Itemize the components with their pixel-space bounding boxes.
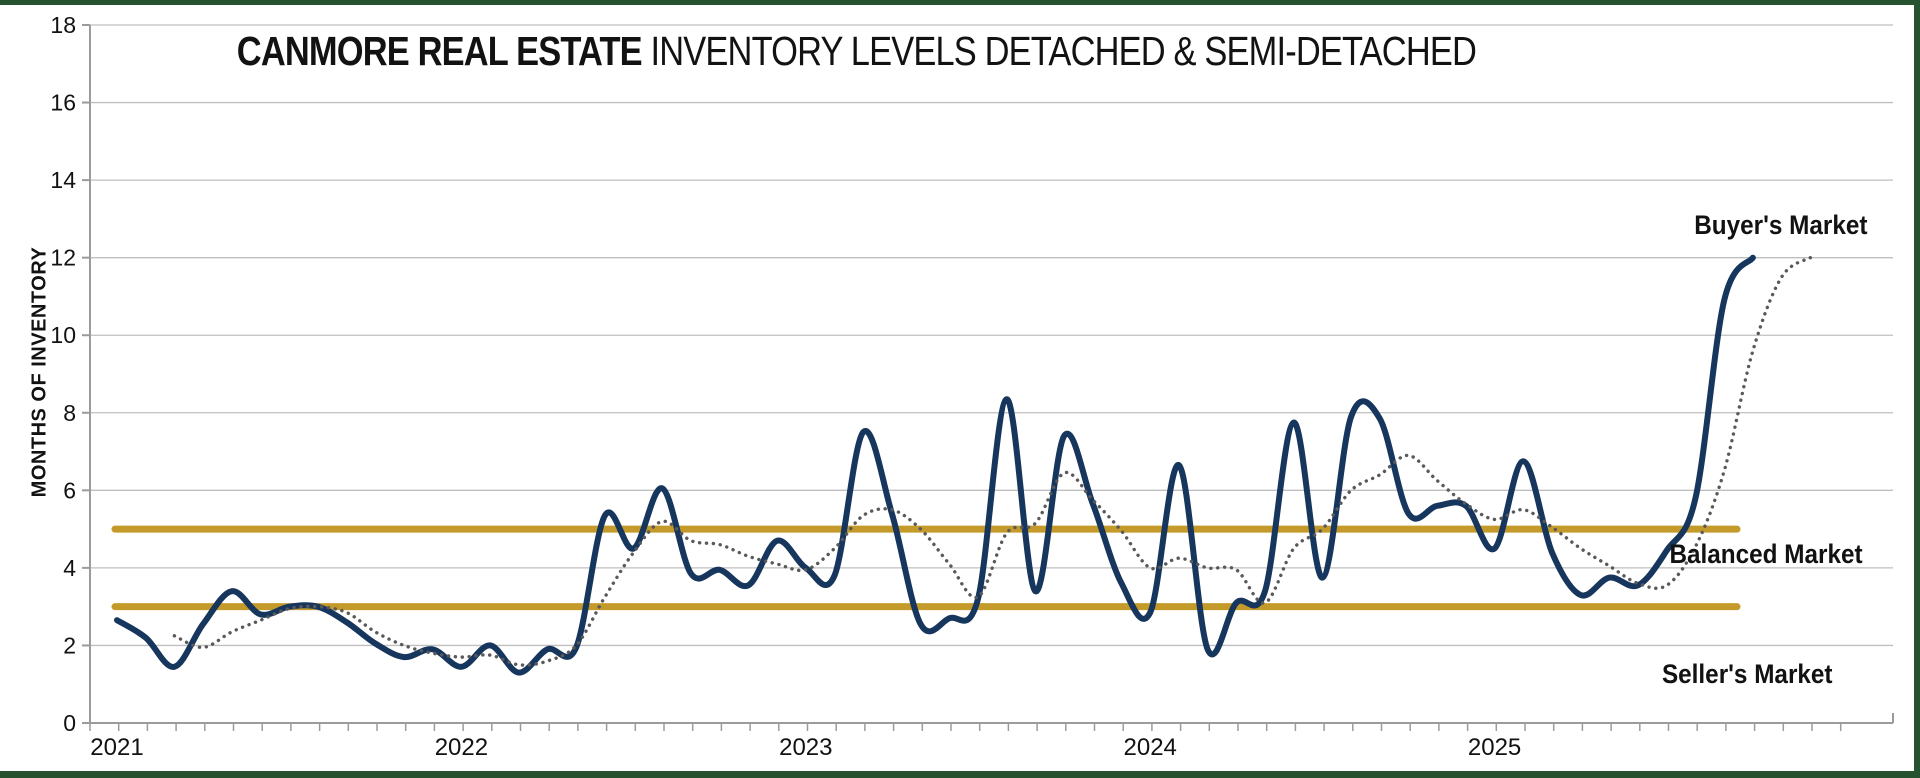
frame-border-right: [1914, 0, 1920, 778]
y-tick-label: 18: [50, 12, 76, 38]
x-tick-label: 2021: [90, 734, 143, 761]
y-tick-label: 4: [63, 555, 76, 581]
y-tick-label: 14: [50, 167, 76, 193]
x-tick-label: 2022: [435, 734, 488, 761]
series-dotted-gray-line: [172, 256, 1812, 667]
chart-title-regular: INVENTORY LEVELS DETACHED & SEMI-DETACHE…: [641, 28, 1477, 74]
y-tick-label: 0: [63, 710, 76, 736]
frame-border-bottom: [0, 771, 1920, 778]
y-tick-label: 6: [63, 477, 76, 503]
chart-title-bold: CANMORE REAL ESTATE: [236, 28, 643, 74]
y-tick-label: 12: [50, 245, 76, 271]
chart-title: CANMORE REAL ESTATE INVENTORY LEVELS DET…: [236, 28, 1477, 75]
x-tick-label: 2025: [1468, 734, 1521, 761]
series-solid-navy-line: [114, 254, 1756, 676]
y-tick-label: 16: [50, 90, 76, 116]
y-tick-label: 8: [63, 400, 76, 426]
sellers-market-label: Seller's Market: [1662, 659, 1833, 689]
buyers-market-label: Buyer's Market: [1694, 210, 1868, 240]
y-tick-label: 10: [50, 322, 76, 348]
x-tick-label: 2024: [1124, 734, 1177, 761]
x-tick-label: 2023: [779, 734, 832, 761]
balanced-market-label: Balanced Market: [1669, 539, 1863, 569]
frame-border-top: [0, 0, 1920, 5]
y-tick-label: 2: [63, 632, 76, 658]
